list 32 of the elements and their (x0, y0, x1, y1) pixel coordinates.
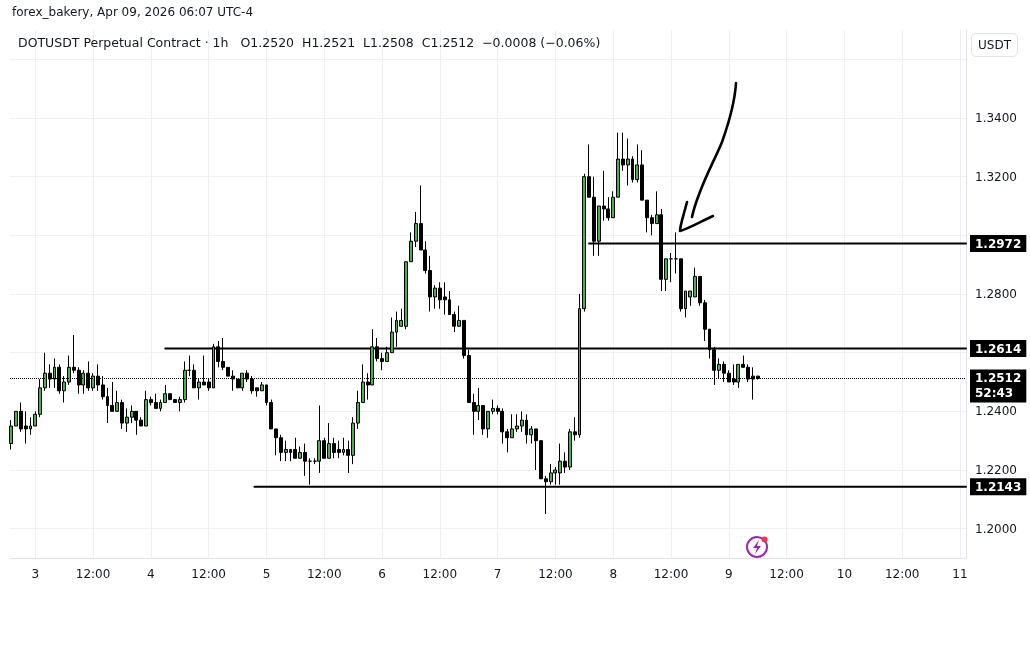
data-label: 1.2972 (975, 236, 1022, 251)
x-tick-label: 12:00 (422, 567, 458, 581)
x-tick-label: 6 (378, 567, 386, 581)
chart-subtitle: O1.2520 H1.2521 L1.2508 C1.2512 −0.0008 (−0.06%) (240, 35, 601, 50)
x-tick-label: 12:00 (306, 567, 342, 581)
y-tick-label: 1.2000 (975, 521, 1017, 536)
y-axis-title: USDT (971, 33, 1018, 57)
x-tick-label: 12:00 (884, 567, 920, 581)
x-tick-label: 8 (609, 567, 618, 581)
x-tick-label: 10 (836, 567, 853, 581)
x-tick-label: 12:00 (75, 567, 111, 581)
chart-title: DOTUSDT Perpetual Contract · 1h (18, 35, 229, 50)
ref-line-label: 1.2512 52:43 (975, 371, 1022, 401)
x-tick-label: 7 (493, 567, 502, 581)
y-tick-label: 1.2400 (975, 404, 1017, 419)
y-tick-label: 1.2200 (975, 463, 1017, 477)
y-tick-label: 1.3400 (975, 111, 1017, 125)
x-tick-label: 12:00 (191, 567, 226, 581)
data-label: 1.2143 (975, 479, 1022, 494)
y-tick-label: 1.3200 (975, 169, 1017, 184)
text: forex_bakery, Apr 09, 2026 06:07 UTC-4 (12, 5, 254, 19)
x-tick-label: 5 (262, 567, 271, 581)
x-tick-label: 11 (952, 567, 968, 581)
candlestick (669, 252, 673, 283)
x-tick-label: 12:00 (769, 567, 804, 581)
x-tick-label: 3 (31, 567, 40, 581)
x-tick-label: 12:00 (538, 567, 573, 581)
data-label: 1.2614 (975, 341, 1022, 356)
x-tick-label: 12:00 (653, 567, 689, 581)
y-tick-label: 1.2800 (975, 287, 1017, 301)
x-tick-label: 9 (724, 567, 733, 581)
x-tick-label: 4 (147, 567, 155, 581)
